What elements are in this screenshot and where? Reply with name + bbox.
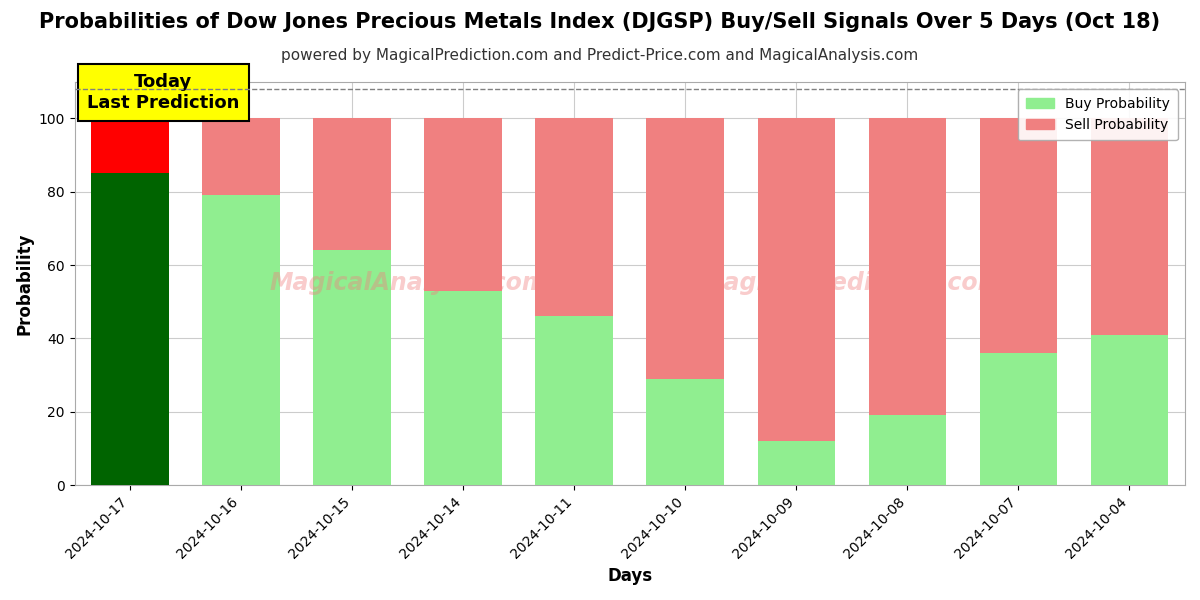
Bar xyxy=(203,118,280,196)
Text: MagicalPrediction.com: MagicalPrediction.com xyxy=(701,271,1003,295)
Text: Probabilities of Dow Jones Precious Metals Index (DJGSP) Buy/Sell Signals Over 5: Probabilities of Dow Jones Precious Meta… xyxy=(40,12,1160,32)
Bar xyxy=(425,291,502,485)
Bar xyxy=(91,173,169,485)
Bar xyxy=(535,118,613,316)
Bar xyxy=(1091,118,1169,335)
Text: MagicalAnalysis.com: MagicalAnalysis.com xyxy=(269,271,546,295)
Bar xyxy=(425,118,502,291)
Bar xyxy=(979,118,1057,353)
Text: powered by MagicalPrediction.com and Predict-Price.com and MagicalAnalysis.com: powered by MagicalPrediction.com and Pre… xyxy=(281,48,919,63)
Bar xyxy=(535,316,613,485)
X-axis label: Days: Days xyxy=(607,567,653,585)
Bar xyxy=(91,118,169,173)
Bar xyxy=(313,118,391,250)
Bar xyxy=(203,196,280,485)
Bar xyxy=(757,118,835,441)
Bar xyxy=(869,415,947,485)
Y-axis label: Probability: Probability xyxy=(16,232,34,335)
Bar xyxy=(869,118,947,415)
Bar xyxy=(1091,335,1169,485)
Text: Today
Last Prediction: Today Last Prediction xyxy=(88,73,240,112)
Bar xyxy=(757,441,835,485)
Bar xyxy=(313,250,391,485)
Bar xyxy=(647,118,725,379)
Legend: Buy Probability, Sell Probability: Buy Probability, Sell Probability xyxy=(1018,89,1178,140)
Bar xyxy=(979,353,1057,485)
Bar xyxy=(647,379,725,485)
